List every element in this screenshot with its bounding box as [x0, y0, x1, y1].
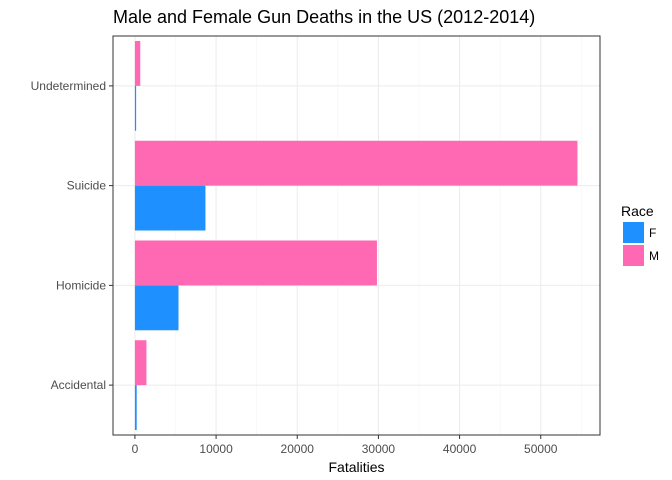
- bar-f-homicide: [134, 285, 179, 331]
- bar-f-suicide: [134, 185, 206, 231]
- legend-title: Race: [621, 203, 654, 219]
- legend-key-f: [623, 222, 644, 243]
- grid: [113, 36, 600, 435]
- legend-key-m: [623, 245, 644, 266]
- y-tick-label: Accidental: [51, 378, 106, 392]
- x-axis-title: Fatalities: [328, 459, 384, 475]
- bar-m-suicide: [134, 140, 578, 186]
- bar-f-accidental: [134, 385, 137, 431]
- y-tick-label: Suicide: [67, 179, 107, 193]
- x-tick-label: 20000: [281, 442, 315, 456]
- bar-m-undetermined: [134, 40, 141, 86]
- x-tick-label: 50000: [524, 442, 558, 456]
- x-tick-label: 40000: [443, 442, 477, 456]
- legend-label-m: M: [649, 249, 659, 263]
- bar-m-accidental: [134, 340, 147, 386]
- bars: [134, 40, 578, 431]
- panel-background: [113, 36, 600, 435]
- legend-label-f: F: [649, 226, 656, 240]
- legend: Race FM: [621, 203, 659, 266]
- axis-ticks: 0 10000 20000 30000 40000 50000 Accidental Homi…: [31, 79, 558, 456]
- bar-m-homicide: [134, 240, 377, 286]
- y-tick-label: Undetermined: [31, 79, 106, 93]
- bar-f-undetermined: [134, 85, 137, 131]
- x-tick-label: 10000: [199, 442, 233, 456]
- panel-border: [112, 35, 601, 436]
- chart-title: Male and Female Gun Deaths in the US (20…: [113, 7, 535, 27]
- y-tick-label: Homicide: [56, 278, 106, 292]
- x-tick-label: 30000: [362, 442, 396, 456]
- x-tick-label: 0: [132, 442, 139, 456]
